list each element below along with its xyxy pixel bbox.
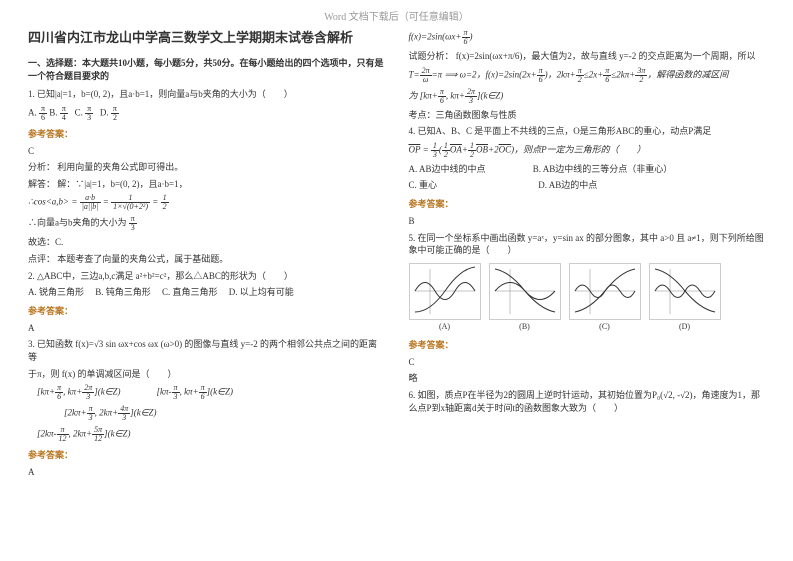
q1-stem: 1. 已知|a|=1，b=(0, 2)，且a·b=1，则向量a与b夹角的大小为（… [28, 88, 385, 101]
q3-optA: [kπ+π6, kπ+2π3](k∈Z) [kπ-π3, kπ+π6](k∈Z) [28, 384, 385, 401]
q1-analysis: 分析： 利用向量的夹角公式即可得出。 [28, 161, 385, 174]
q3-stem2: 于π，则 f(x) 的单调减区间是（ ） [28, 368, 385, 381]
q5-stem: 5. 在同一个坐标系中画出函数 y=aˣ，y=sin ax 的部分图象，其中 a… [409, 232, 766, 257]
graph-a [409, 263, 481, 320]
graph-c [569, 263, 641, 320]
q2-optD: D. 以上均有可能 [229, 287, 294, 297]
q5-ans: C [409, 356, 766, 369]
q2-ans: A [28, 322, 385, 335]
q1-solve-label: 解答： [28, 179, 55, 189]
q2-optA: A. 锐角三角形 [28, 287, 84, 297]
q2-ans-label: 参考答案： [28, 304, 385, 317]
q4-stem2: ，则点P一定为三角形的（ ） [514, 144, 646, 154]
q4-optB: B. AB边中线的三等分点（非重心） [533, 164, 673, 174]
q2-optC: C. 直角三角形 [162, 287, 218, 297]
graph-a-wrap: (A) [409, 263, 481, 331]
q1-solve1: 解答： 解：∵|a|=1，b=(0, 2)，且a·b=1， [28, 178, 385, 191]
q4-optsAB: A. AB边中线的中点 B. AB边中线的三等分点（非重心） [409, 163, 766, 176]
graph-b-wrap: (B) [489, 263, 561, 331]
q3-analysis-text: f(x)=2sin(ωx+π/6)，最大值为2，故与直线 y=-2 的交点距离为… [456, 51, 756, 61]
q1-solve3: ∴向量a与b夹角的大小为 π3 [28, 215, 385, 232]
q5-extra: 略 [409, 372, 766, 385]
q2-optB: B. 钝角三角形 [95, 287, 151, 297]
q1-analysis-text: 利用向量的夹角公式即可得出。 [57, 162, 183, 172]
q2-options: A. 锐角三角形 B. 钝角三角形 C. 直角三角形 D. 以上均有可能 [28, 286, 385, 299]
q1-ans-label: 参考答案： [28, 127, 385, 140]
q3-formula1: T=2πω=π ⟹ ω=2，f(x)=2sin(2x+π6)，2kπ+π2≤2x… [409, 67, 766, 84]
graph-d [649, 263, 721, 320]
q1-comment-label: 点评： [28, 254, 55, 264]
left-column: 四川省内江市龙山中学高三数学文上学期期末试卷含解析 一、选择题：本大题共10小题… [28, 27, 385, 561]
q5-graphs: (A) (B) (C) [409, 263, 766, 331]
q1-optB-label: B. [49, 107, 57, 117]
q3-optC: [2kπ+π3, 2kπ+4π3](k∈Z) [28, 405, 385, 422]
q4-optA: A. AB边中线的中点 [409, 164, 486, 174]
graph-c-label: (C) [569, 322, 641, 331]
q1-solve4: 故选：C. [28, 236, 385, 249]
q1-solve2: ∴cos<a,b> = a·b|a||b| = 11×√(0+2²) = 12 [28, 194, 385, 211]
graph-c-wrap: (C) [569, 263, 641, 331]
q4-ans: B [409, 215, 766, 228]
q3-analysis-label: 试题分析： [409, 51, 454, 61]
q1-comment-text: 本题考查了向量的夹角公式，属于基础题。 [57, 254, 228, 264]
q1-optC-label: C. [75, 107, 83, 117]
q3-analysis: 试题分析： f(x)=2sin(ωx+π/6)，最大值为2，故与直线 y=-2 … [409, 50, 766, 63]
q3-optD: [2kπ-π12, 2kπ+5π12](k∈Z) [28, 426, 385, 443]
q3-ans-label: 参考答案： [28, 448, 385, 461]
section1-heading: 一、选择题：本大题共10小题，每小题5分，共50分。在每小题给出的四个选项中，只… [28, 56, 385, 82]
graph-d-label: (D) [649, 322, 721, 331]
doc-title: 四川省内江市龙山中学高三数学文上学期期末试卷含解析 [28, 27, 385, 46]
q4-ans-label: 参考答案： [409, 197, 766, 210]
graph-d-wrap: (D) [649, 263, 721, 331]
right-column: f(x)=2sin(ωx+π6) 试题分析： f(x)=2sin(ωx+π/6)… [409, 27, 766, 561]
fx-formula: f(x)=2sin(ωx+π6) [409, 29, 766, 46]
q3-topic: 考点：三角函数图象与性质 [409, 109, 766, 122]
q2-stem: 2. △ABC中，三边a,b,c满足 a²+b²=c²，那么△ABC的形状为（ … [28, 270, 385, 283]
q4-optD: D. AB边的中点 [538, 180, 597, 190]
q3-ans: A [28, 466, 385, 479]
q3-formula2: 为 [kπ+π6, kπ+2π3](k∈Z) [409, 88, 766, 105]
graph-b [489, 263, 561, 320]
content-area: 四川省内江市龙山中学高三数学文上学期期末试卷含解析 一、选择题：本大题共10小题… [0, 27, 793, 561]
graph-b-label: (B) [489, 322, 561, 331]
q4-formula: OP = 13(12OA+12OB+2OC)，则点P一定为三角形的（ ） [409, 142, 766, 159]
q1-comment: 点评： 本题考查了向量的夹角公式，属于基础题。 [28, 253, 385, 266]
q6-stem: 6. 如图，质点P在半径为2的圆周上逆时针运动，其初始位置为P₀(√2, -√2… [409, 389, 766, 414]
graph-a-label: (A) [409, 322, 481, 331]
q4-optC: C. 重心 [409, 180, 438, 190]
q1-options: A. π6 B. π4 C. π3 D. π2 [28, 105, 385, 122]
q4-optsCD: C. 重心 D. AB边的中点 [409, 179, 766, 192]
q1-solve1-text: 解：∵|a|=1，b=(0, 2)，且a·b=1， [57, 179, 187, 189]
q1-ans: C [28, 145, 385, 158]
q5-ans-label: 参考答案： [409, 338, 766, 351]
q3-stem: 3. 已知函数 f(x)=√3 sin ωx+cos ωx (ω>0) 的图像与… [28, 338, 385, 363]
q1-analysis-label: 分析： [28, 162, 55, 172]
q4-stem: 4. 已知A、B、C 是平面上不共线的三点，O是三角形ABC的重心，动点P满足 [409, 125, 766, 138]
q1-optD-label: D. [100, 107, 109, 117]
doc-header: Word 文档下载后（可任意编辑） [0, 0, 793, 27]
q1-optA-label: A. [28, 107, 37, 117]
